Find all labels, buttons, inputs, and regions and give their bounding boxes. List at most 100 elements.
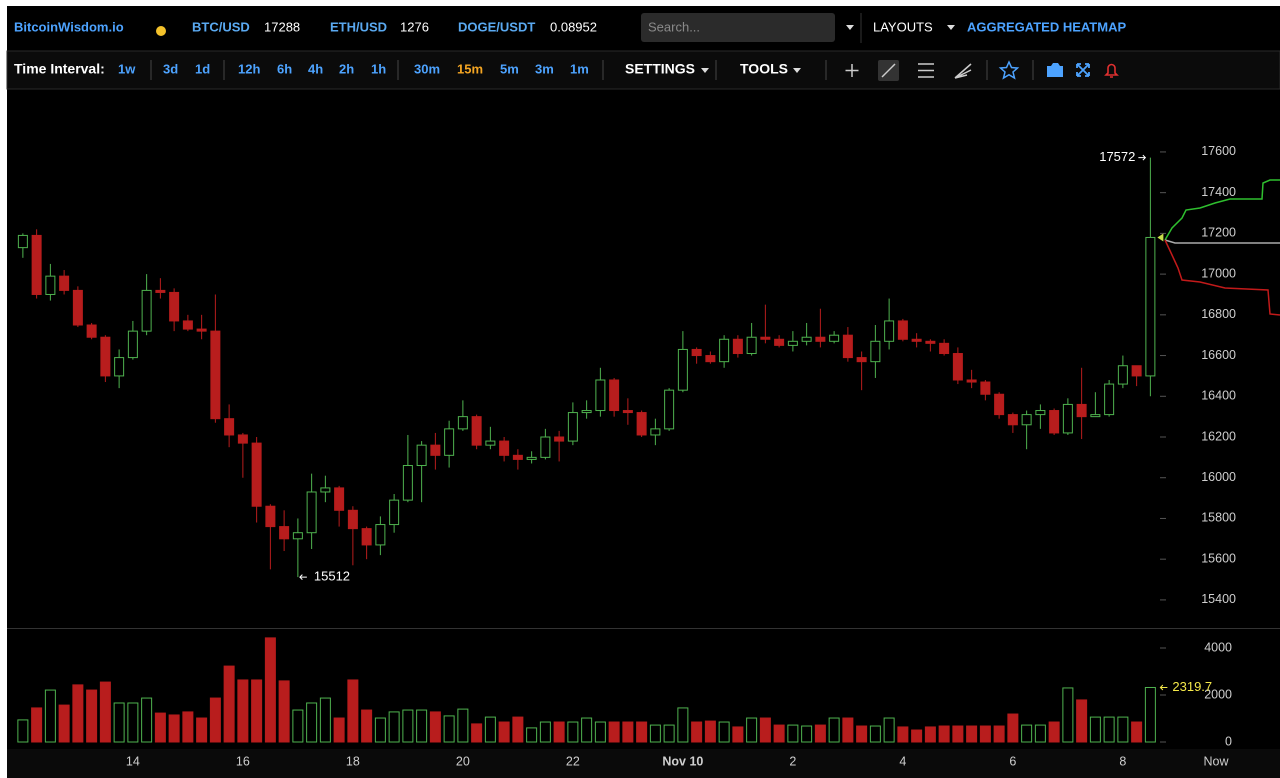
candle-body — [45, 275, 56, 295]
volume-bar — [636, 721, 648, 743]
toolbar-separators — [150, 60, 1034, 80]
dropdown-arrow[interactable] — [701, 68, 709, 73]
x-tick-label: 18 — [346, 754, 360, 768]
candle-body — [347, 509, 358, 530]
volume-bar — [773, 724, 785, 743]
x-tick-label: 8 — [1119, 754, 1126, 768]
volume-bar — [182, 711, 194, 743]
candle-body — [1049, 410, 1060, 434]
volume-bar — [581, 717, 593, 743]
y-tick-label: 16200 — [1201, 429, 1236, 443]
volume-bar — [168, 714, 180, 743]
volume-bar — [952, 725, 964, 743]
candle-body — [856, 357, 867, 363]
candle-body — [925, 340, 936, 344]
interval-button[interactable]: 6h — [277, 61, 292, 76]
volume-bar — [333, 717, 345, 743]
candle-body — [774, 338, 785, 346]
volume-bar — [361, 709, 373, 743]
volume-bar — [1103, 716, 1115, 743]
bid-depth — [1164, 179, 1280, 241]
volume-bar — [251, 679, 263, 743]
volume-bar — [319, 697, 331, 743]
emoji — [156, 26, 166, 36]
interval-button[interactable]: 30m — [414, 61, 440, 76]
x-tick-label: 4 — [899, 754, 906, 768]
volume-label: 2319.7 — [1172, 679, 1212, 694]
now-label: Now — [1203, 754, 1229, 768]
volume-bar — [209, 697, 221, 743]
volume-bar — [86, 689, 98, 743]
ticker-pair[interactable]: BTC/USD — [192, 19, 250, 34]
volume-bar — [471, 723, 483, 743]
interval-button[interactable]: 3m — [535, 61, 554, 76]
x-tick-label: 2 — [789, 754, 796, 768]
fullscreen-icon[interactable] — [1076, 63, 1090, 77]
volume-bar — [17, 719, 29, 743]
dropdown-arrow[interactable] — [947, 25, 955, 30]
candle-body — [292, 532, 303, 540]
candle-body — [622, 410, 633, 414]
x-tick-label: 14 — [126, 754, 140, 768]
y-tick-label: 15800 — [1201, 511, 1236, 525]
candle-body — [375, 524, 386, 546]
tickers: BTC/USD 17288 ETH/USD 1276 DOGE/USDT 0.08952 — [192, 19, 597, 34]
candle-body — [1062, 403, 1073, 434]
interval-button[interactable]: 3d — [163, 61, 178, 76]
candle-body — [17, 234, 28, 249]
low-arrow — [299, 574, 307, 580]
volume-bar — [594, 721, 606, 743]
interval-button[interactable]: 1h — [371, 61, 386, 76]
dropdown-arrow[interactable] — [846, 25, 854, 30]
tool-icons[interactable] — [845, 60, 972, 81]
candle-body — [237, 434, 248, 444]
volume-bar — [759, 717, 771, 743]
settings-button[interactable]: SETTINGS — [625, 61, 695, 77]
search-box[interactable] — [641, 13, 835, 42]
volume-bar — [856, 725, 868, 743]
interval-button[interactable]: 15m — [457, 61, 483, 76]
background — [7, 6, 1280, 778]
interval-button[interactable]: 2h — [339, 61, 354, 76]
interval-button[interactable]: 4h — [308, 61, 323, 76]
brand[interactable]: BitcoinWisdom.io — [14, 19, 124, 34]
volume-bar — [883, 717, 895, 743]
candle-body — [127, 330, 138, 359]
x-tick-label: 16 — [236, 754, 250, 768]
y-tick-label: 17600 — [1201, 144, 1236, 158]
candle-body — [1021, 414, 1032, 426]
volume-bar — [292, 709, 304, 743]
x-axis-bg — [7, 749, 1280, 778]
heatmap-button[interactable]: AGGREGATED HEATMAP — [967, 19, 1126, 34]
ticker-pair[interactable]: DOGE/USDT — [458, 19, 535, 34]
candle-body — [86, 324, 97, 338]
volume-bar — [1076, 699, 1088, 743]
tools-button[interactable]: TOOLS — [740, 61, 788, 77]
interval-button[interactable]: 1w — [118, 61, 136, 76]
y-tick-label: 16000 — [1201, 470, 1236, 484]
volume-bar — [787, 724, 799, 743]
volume-bar — [814, 724, 826, 743]
mid-depth — [1164, 239, 1280, 244]
interval-button[interactable]: 1d — [195, 61, 210, 76]
candle-body — [952, 353, 963, 381]
camera-icon[interactable] — [1047, 63, 1063, 77]
alert-icon[interactable] — [1104, 63, 1119, 78]
favorite-icon[interactable] — [998, 60, 1020, 80]
interval-button[interactable]: 5m — [500, 61, 519, 76]
ticker-pair[interactable]: ETH/USD — [330, 19, 387, 34]
volume-bar — [127, 702, 139, 743]
candle-body — [1076, 403, 1087, 418]
y-tick-label: 16400 — [1201, 389, 1236, 403]
layouts-button[interactable]: LAYOUTS — [873, 19, 933, 34]
volume-bar — [141, 697, 153, 743]
volume-bar — [44, 689, 56, 743]
dropdown-arrow[interactable] — [793, 68, 801, 73]
candle-body — [581, 410, 592, 414]
candle-body — [1090, 414, 1101, 418]
volume-bar — [993, 725, 1005, 743]
interval-button[interactable]: 1m — [570, 61, 589, 76]
interval-button[interactable]: 12h — [238, 61, 260, 76]
volume-bar — [801, 725, 813, 743]
